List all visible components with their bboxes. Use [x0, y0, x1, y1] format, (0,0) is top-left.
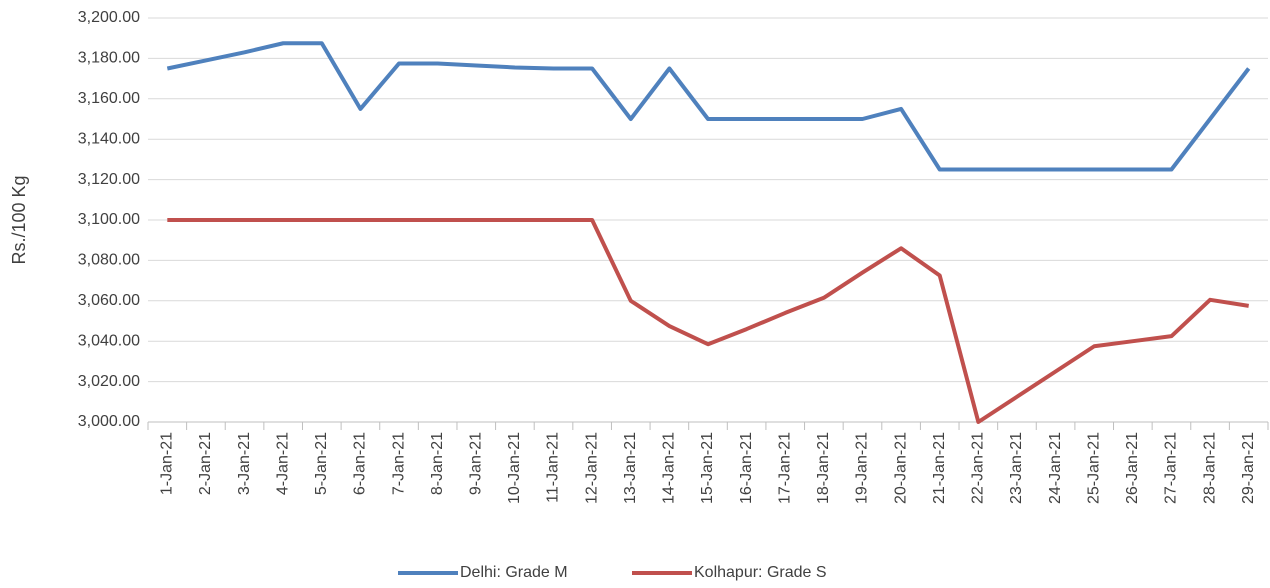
- x-tick-label: 16-Jan-21: [738, 432, 755, 504]
- x-tick-label: 6-Jan-21: [352, 432, 369, 495]
- x-tick-label: 8-Jan-21: [429, 432, 446, 495]
- y-tick-label: 3,060.00: [78, 292, 140, 309]
- y-tick-label: 3,040.00: [78, 332, 140, 349]
- y-tick-label: 3,080.00: [78, 252, 140, 269]
- y-tick-label: 3,200.00: [78, 9, 140, 26]
- x-tick-label: 10-Jan-21: [506, 432, 523, 504]
- x-tick-label: 18-Jan-21: [815, 432, 832, 504]
- x-tick-label: 19-Jan-21: [854, 432, 871, 504]
- x-tick-label: 13-Jan-21: [622, 432, 639, 504]
- x-tick-label: 24-Jan-21: [1047, 432, 1064, 504]
- series-line: [167, 218, 1250, 424]
- x-tick-label: 9-Jan-21: [467, 432, 484, 495]
- x-tick-label: 3-Jan-21: [236, 432, 253, 495]
- x-tick-label: 29-Jan-21: [1240, 432, 1257, 504]
- y-tick-label: 3,100.00: [78, 211, 140, 228]
- x-tick-label: 27-Jan-21: [1163, 432, 1180, 504]
- x-tick-label: 22-Jan-21: [970, 432, 987, 504]
- x-tick-label: 2-Jan-21: [197, 432, 214, 495]
- y-axis-label: Rs./100 Kg: [9, 175, 29, 264]
- y-tick-label: 3,160.00: [78, 90, 140, 107]
- x-tick-label: 12-Jan-21: [583, 432, 600, 504]
- x-tick-label: 11-Jan-21: [545, 432, 562, 503]
- y-tick-label: 3,000.00: [78, 413, 140, 430]
- y-tick-label: 3,020.00: [78, 373, 140, 390]
- legend-label: Kolhapur: Grade S: [694, 564, 827, 581]
- x-tick-label: 1-Jan-21: [159, 432, 176, 495]
- x-tick-label: 14-Jan-21: [661, 432, 678, 504]
- y-tick-label: 3,140.00: [78, 130, 140, 147]
- x-tick-label: 4-Jan-21: [274, 432, 291, 495]
- y-tick-label: 3,180.00: [78, 50, 140, 67]
- x-tick-label: 25-Jan-21: [1085, 432, 1102, 504]
- x-tick-label: 5-Jan-21: [313, 432, 330, 495]
- x-tick-label: 26-Jan-21: [1124, 432, 1141, 504]
- x-tick-label: 17-Jan-21: [776, 432, 793, 504]
- x-tick-label: 15-Jan-21: [699, 432, 716, 504]
- x-tick-label: 28-Jan-21: [1201, 432, 1218, 504]
- legend-label: Delhi: Grade M: [460, 564, 568, 581]
- series-line: [166, 41, 1251, 172]
- x-tick-label: 20-Jan-21: [892, 432, 909, 504]
- x-tick-label: 7-Jan-21: [390, 432, 407, 495]
- x-tick-label: 21-Jan-21: [931, 432, 948, 504]
- x-tick-label: 23-Jan-21: [1008, 432, 1025, 504]
- y-tick-label: 3,120.00: [78, 171, 140, 188]
